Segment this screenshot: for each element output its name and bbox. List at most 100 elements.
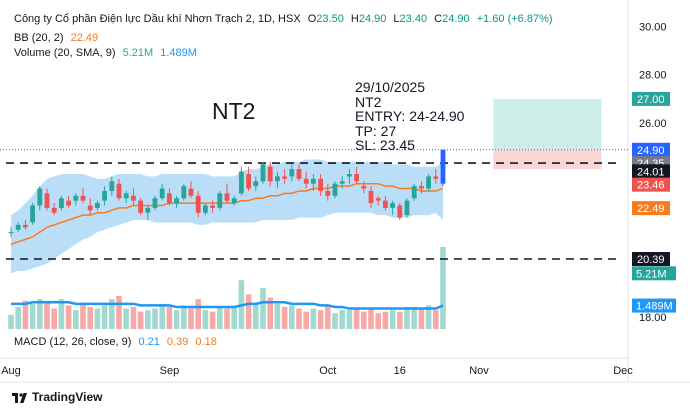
y-tick-label: 28.00 — [639, 70, 667, 82]
candle-body — [303, 178, 309, 184]
volume-bar — [368, 308, 374, 329]
volume-tag-bg — [632, 298, 676, 313]
volume-legend[interactable]: Volume (20, SMA, 9) 5.21M 1.489M — [14, 47, 201, 60]
volume-bar — [418, 308, 425, 329]
y-axis: 30.00 28.00 26.00 18.00 — [639, 21, 667, 324]
volume-bar — [159, 303, 165, 329]
note-entry: ENTRY: 24-24.90 — [355, 108, 465, 124]
volume-bar — [411, 306, 417, 329]
candle-body — [73, 195, 79, 201]
candle-body — [411, 186, 417, 199]
candle-body — [354, 174, 359, 182]
volume-bar — [310, 308, 317, 329]
candle-body — [325, 190, 331, 196]
trade-note[interactable]: 29/10/2025 NT2 ENTRY: 24-24.90 TP: 27 SL… — [355, 80, 464, 153]
macd-legend[interactable]: MACD (12, 26, close, 9) 0.21 0.39 0.18 — [14, 336, 221, 349]
candle-body — [383, 200, 388, 208]
candle-body — [332, 183, 338, 196]
bb-value: 22.49 — [70, 32, 99, 44]
price-tag-text: 27.00 — [637, 94, 665, 106]
ohlc-high: H24.90 — [350, 13, 387, 25]
volume-bar — [375, 313, 381, 329]
candle-body — [44, 193, 50, 208]
price-tag-bg — [632, 142, 670, 157]
chart-grid — [0, 0, 690, 383]
volume-bar — [51, 308, 57, 329]
bb-legend[interactable]: BB (20, 2) 22.49 — [14, 32, 102, 45]
volume-bar — [325, 305, 331, 329]
volume-bar — [425, 305, 432, 329]
volume-bar — [8, 314, 14, 329]
candle-body — [433, 176, 439, 179]
candle-body — [109, 181, 115, 191]
volume-bar — [101, 305, 108, 329]
volume-bar — [274, 303, 281, 329]
volume-bar — [152, 308, 158, 329]
macd-signal-value: 0.39 — [166, 336, 189, 348]
volume-bar — [188, 308, 194, 329]
candle-body — [195, 195, 201, 213]
candle-body — [203, 205, 208, 213]
volume-bar — [317, 310, 324, 329]
bollinger-band — [10, 159, 444, 274]
candle-body — [102, 190, 107, 201]
volume-bar — [440, 247, 446, 329]
candle-body — [181, 186, 187, 199]
volume-bar — [37, 299, 43, 329]
company-name: Công ty Cổ phần Điện lực Dầu khí Nhơn Tr… — [14, 13, 301, 25]
note-symbol: NT2 — [355, 93, 382, 110]
volume-bar — [253, 303, 259, 329]
ticker-text[interactable]: NT2 — [212, 98, 256, 124]
x-tick-label: Nov — [469, 365, 489, 377]
candle-body — [145, 207, 151, 213]
volume-bar — [267, 297, 273, 329]
price-scale-labels: 27.0024.9024.3524.0123.4622.4920.395.21M… — [632, 91, 676, 313]
volume-bar — [87, 306, 93, 329]
take-profit-zone — [493, 98, 602, 150]
volume-label: Volume (20, SMA, 9) — [14, 47, 116, 59]
candle-body — [426, 176, 431, 189]
volume-bar — [231, 306, 237, 329]
volume-bar — [181, 305, 187, 329]
candle-body — [440, 149, 446, 184]
volume-tag-text: 5.21M — [636, 268, 667, 280]
candlesticks — [8, 149, 446, 237]
candle-body — [217, 193, 223, 208]
tradingview-logo[interactable]: TradingView — [12, 390, 102, 404]
volume-bar — [361, 311, 367, 329]
candle-body — [15, 224, 21, 230]
volume-bar — [80, 303, 86, 329]
candle-body — [397, 205, 403, 218]
price-tag-bg — [632, 91, 670, 106]
volume-bar — [65, 305, 72, 329]
price-tag-bg — [632, 201, 670, 216]
x-tick-label: 16 — [394, 365, 406, 377]
stop-loss-zone — [493, 149, 602, 170]
candle-body — [174, 198, 179, 204]
volume-bar — [353, 308, 360, 329]
volume-bar — [260, 288, 266, 329]
candle-body — [167, 193, 172, 204]
macd-hist-value: 0.18 — [195, 336, 217, 348]
x-axis: Aug Sep Oct 16 Nov Dec — [1, 365, 633, 377]
volume-bar — [202, 310, 209, 329]
candle-body — [80, 195, 86, 201]
price-tag-bg — [632, 252, 670, 267]
volume-value: 5.21M — [122, 47, 154, 59]
bollinger-band-fill — [11, 159, 443, 274]
bb-label: BB (20, 2) — [14, 32, 64, 44]
y-tick-label: 30.00 — [639, 21, 667, 33]
volume-bar — [382, 311, 389, 329]
price-tag-text: 24.90 — [637, 145, 665, 157]
ohlc-change: +1.60 (+6.87%) — [476, 13, 553, 25]
volume-bar — [404, 306, 410, 329]
volume-bar — [289, 305, 295, 329]
x-tick-label: Dec — [613, 365, 633, 377]
candle-body — [116, 183, 122, 199]
volume-bar — [145, 310, 151, 329]
volume-bar — [130, 306, 137, 329]
volume-bar — [346, 310, 353, 329]
candle-body — [239, 171, 244, 194]
candle-body — [253, 181, 259, 187]
